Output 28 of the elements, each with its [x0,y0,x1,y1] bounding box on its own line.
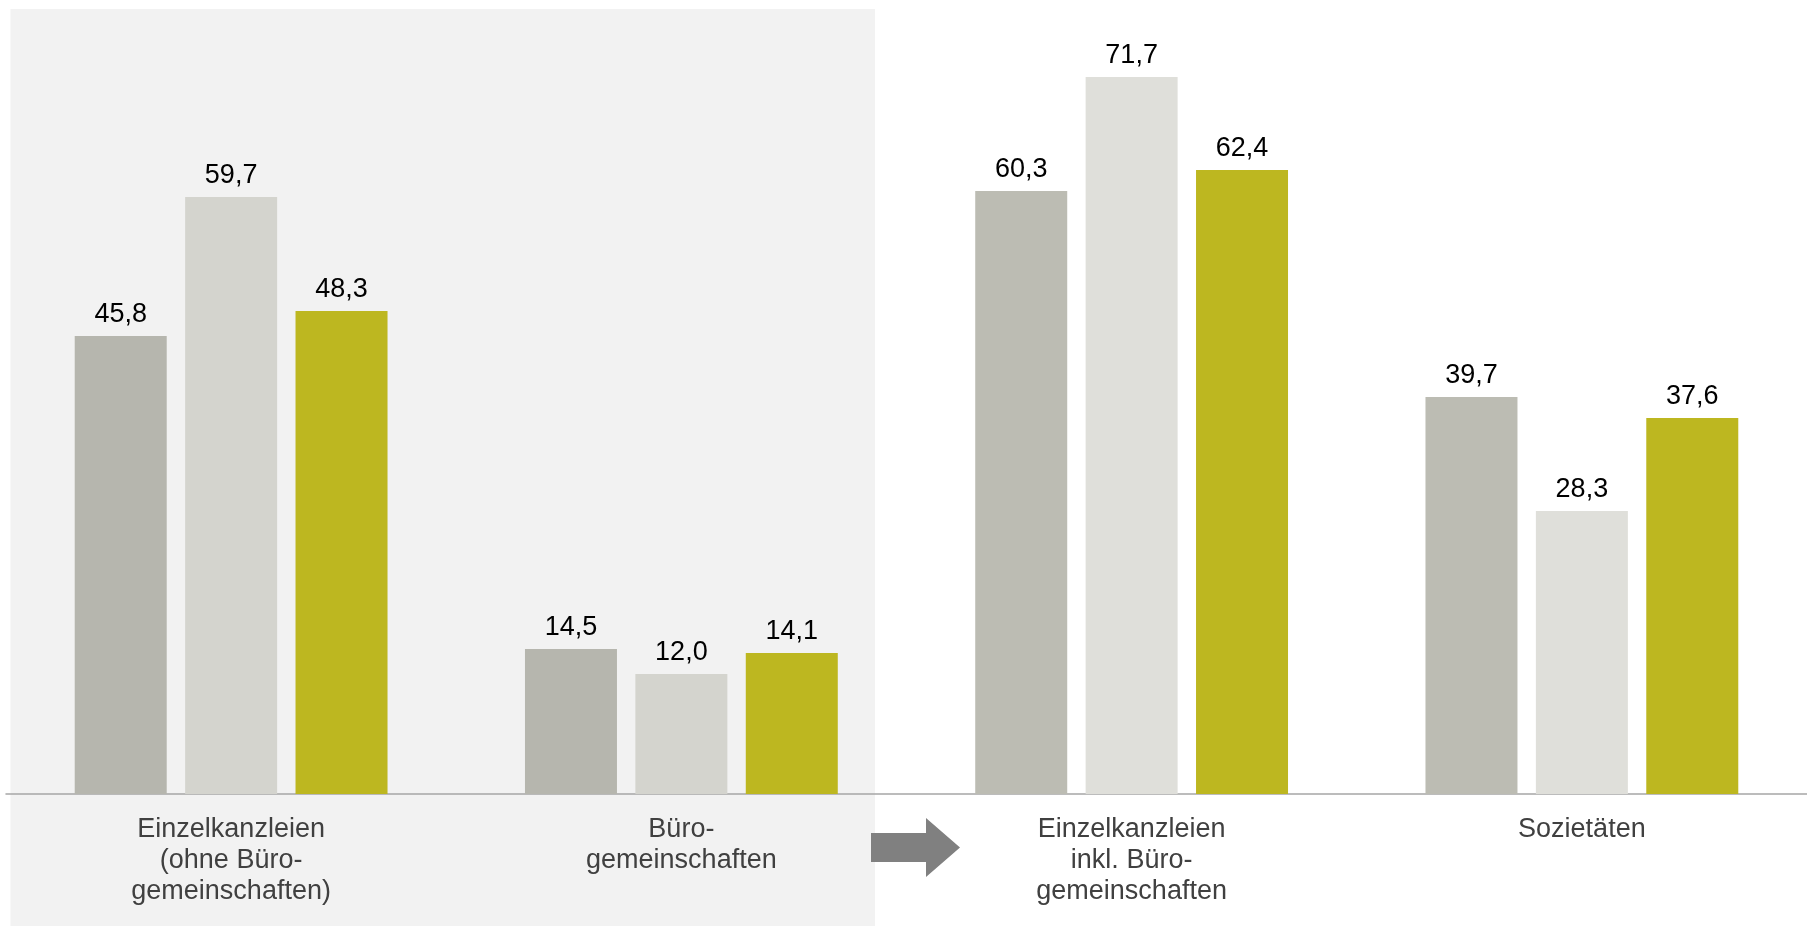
bar [1085,77,1178,794]
bar [1646,418,1739,794]
x-tick-label: Sozietäten [1518,812,1646,843]
data-label: 59,7 [204,158,258,189]
bar [745,653,838,794]
x-tick-label: Einzelkanzleien inkl. Büro- gemeinschaften [1036,812,1227,905]
bar [295,311,388,794]
bar [524,649,617,794]
data-label: 62,4 [1215,131,1269,162]
data-label: 45,8 [94,297,148,328]
x-tick-label: Einzelkanzleien (ohne Büro- gemeinschaften) [131,812,331,905]
data-label: 14,1 [765,614,819,645]
bar [635,674,728,794]
bar [1196,170,1289,794]
data-label: 37,6 [1665,379,1719,410]
x-tick-label: Büro- gemeinschaften [586,812,777,874]
bar [975,191,1068,794]
bar [1535,511,1628,794]
data-label: 39,7 [1445,358,1498,389]
bar [74,336,167,794]
bar [1425,397,1518,794]
data-label: 28,3 [1555,472,1609,503]
data-label: 60,3 [994,152,1048,183]
data-label: 14,5 [544,610,598,641]
data-label: 12,0 [655,635,708,666]
bar [185,197,278,794]
data-label: 71,7 [1105,38,1158,69]
data-label: 48,3 [315,272,368,303]
